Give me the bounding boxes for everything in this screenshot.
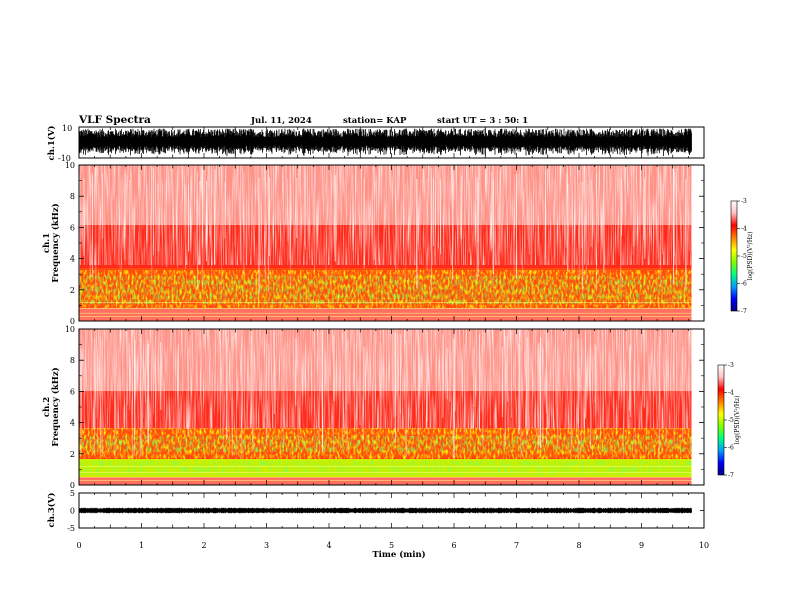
- x-tick-label: 6: [451, 541, 456, 550]
- colorbar-tick-label: -4: [728, 390, 734, 397]
- x-axis-title: Time (min): [372, 549, 425, 560]
- waveform-panel-ch1: 10 -10 ch.1(V): [46, 124, 705, 163]
- y-label-ch3: ch.3(V): [46, 493, 57, 528]
- y-tick-label: 10: [65, 325, 75, 334]
- colorbar-tick-label: -3: [741, 198, 747, 205]
- colorbar-tick-label: -5: [741, 253, 747, 260]
- no-data-region: [691, 165, 692, 321]
- x-tick-label: 8: [576, 541, 581, 550]
- y-tick-label-ch3: -5: [67, 524, 75, 533]
- y-tick-label-ch3: 5: [70, 489, 75, 498]
- start-time-label: start UT = 3 : 50: 1: [437, 116, 528, 126]
- spectrogram-ch2-image: [79, 329, 692, 485]
- waveform-ch3-line: [78, 507, 692, 514]
- y-tick-label: 4: [70, 419, 75, 428]
- y-tick-label: 6: [70, 387, 75, 396]
- waveform-panel-ch3: 5 0 -5 ch.3(V): [46, 489, 705, 533]
- y-tick-label: 2: [70, 286, 75, 295]
- y-tick-ch1-top: 10: [62, 124, 72, 133]
- x-tick-label: 9: [639, 541, 644, 550]
- y-tick-label: 8: [70, 192, 75, 201]
- y-tick-ch1-bottom: -10: [58, 154, 71, 163]
- colorbar-tick-label: -3: [728, 362, 734, 369]
- y-label-spec-ch1: ch.1Frequency (kHz): [42, 203, 61, 282]
- colorbar-ch2: -3 -4 -5 -6 -7 log(PSD)(V²/Hz): [717, 362, 741, 479]
- y-tick-label: 4: [70, 255, 75, 264]
- x-tick-label: 3: [264, 541, 269, 550]
- y-tick-label: 0: [70, 317, 75, 326]
- colorbar-ch1-label: log(PSD)(V²/Hz): [747, 232, 754, 281]
- x-tick-label: 7: [514, 541, 519, 550]
- colorbar-ch1: -3 -4 -5 -6 -7 log(PSD)(V²/Hz): [730, 198, 754, 315]
- colorbar-tick-label: -6: [728, 445, 734, 452]
- colorbar-tick-label: -5: [728, 417, 734, 424]
- x-tick-label: 10: [699, 541, 709, 550]
- x-tick-label: 2: [201, 541, 206, 550]
- date-label: Jul. 11, 2024: [250, 116, 312, 126]
- x-tick-label: 4: [326, 541, 331, 550]
- y-tick-label-ch3: 0: [70, 507, 75, 516]
- y-tick-label: 6: [70, 223, 75, 232]
- y-tick-label: 2: [70, 450, 75, 459]
- x-tick-label: 1: [139, 541, 144, 550]
- x-tick-label: 5: [389, 541, 394, 550]
- y-tick-label: 10: [65, 161, 75, 170]
- spectrogram-ch1-image: [79, 165, 692, 321]
- colorbar-tick-label: -7: [741, 308, 747, 315]
- y-label-ch1: ch.1(V): [46, 126, 57, 161]
- y-tick-label: 0: [70, 481, 75, 490]
- figure-title: VLF Spectra: [78, 114, 151, 126]
- y-tick-label: 8: [70, 356, 75, 365]
- spectrogram-panel-ch1: 0 2 4 6 8 10 ch.1Frequency (kHz): [42, 161, 705, 326]
- station-label: station= KAP: [343, 116, 407, 126]
- y-label-spec-ch2: ch.2Frequency (kHz): [42, 367, 61, 446]
- waveform-ch1-line: [78, 128, 692, 157]
- x-tick-label: 0: [76, 541, 81, 550]
- colorbar-ch2-label: log(PSD)(V²/Hz): [734, 396, 741, 445]
- colorbar-tick-label: -4: [741, 226, 747, 233]
- colorbar-tick-label: -7: [728, 472, 734, 479]
- spectrogram-panel-ch2: 0 2 4 6 8 10 ch.2Frequency (kHz): [42, 325, 705, 490]
- no-data-region: [691, 329, 692, 485]
- colorbar-tick-label: -6: [741, 281, 747, 288]
